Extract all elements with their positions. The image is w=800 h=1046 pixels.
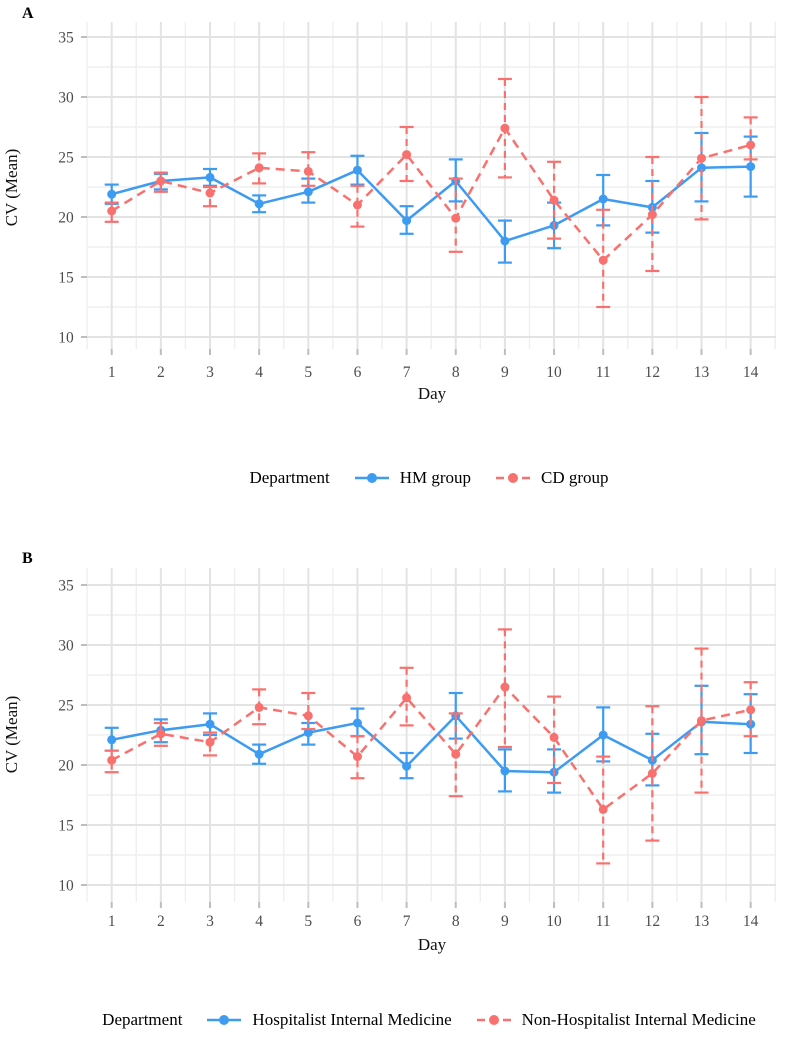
- panel-b-legend: Department Hospitalist Internal Medicine…: [0, 1004, 800, 1036]
- legend-title: Department: [249, 468, 330, 487]
- svg-text:7: 7: [403, 364, 411, 381]
- svg-text:15: 15: [58, 270, 74, 287]
- svg-text:10: 10: [58, 330, 74, 347]
- panel-letter: A: [22, 5, 34, 22]
- svg-text:13: 13: [694, 364, 710, 381]
- svg-text:Day: Day: [418, 384, 447, 403]
- panel-letter: B: [22, 550, 33, 567]
- legend-label: Hospitalist Internal Medicine: [252, 1010, 452, 1029]
- svg-text:25: 25: [58, 150, 74, 167]
- svg-text:CV (Mean): CV (Mean): [2, 149, 21, 227]
- svg-text:1: 1: [108, 364, 116, 381]
- red-dashed-line-dot-icon: [496, 473, 531, 483]
- svg-text:8: 8: [452, 913, 460, 930]
- svg-text:14: 14: [743, 913, 759, 930]
- series-hm-group: [104, 131, 758, 264]
- svg-text:8: 8: [452, 364, 460, 381]
- svg-text:20: 20: [58, 758, 74, 775]
- svg-text:25: 25: [58, 698, 74, 715]
- axis-ticks: [81, 36, 752, 355]
- svg-text:11: 11: [596, 913, 611, 930]
- svg-text:35: 35: [58, 30, 74, 47]
- svg-text:12: 12: [645, 364, 661, 381]
- blue-line-dot-icon: [207, 1015, 242, 1025]
- svg-text:2: 2: [157, 913, 165, 930]
- legend-key-hospitalist: Hospitalist Internal Medicine: [206, 1010, 452, 1030]
- svg-text:15: 15: [58, 818, 74, 835]
- legend-title: Department: [102, 1010, 183, 1029]
- panel-a-legend: Department HM group CD group: [0, 462, 800, 494]
- svg-text:11: 11: [596, 364, 611, 381]
- series-cd-group: [104, 77, 758, 309]
- legend-label: HM group: [399, 468, 472, 487]
- svg-text:4: 4: [255, 913, 263, 930]
- svg-text:13: 13: [694, 913, 710, 930]
- svg-text:2: 2: [157, 364, 165, 381]
- svg-text:5: 5: [304, 364, 312, 381]
- svg-text:CV (Mean): CV (Mean): [2, 696, 21, 774]
- svg-text:35: 35: [58, 578, 74, 595]
- svg-text:5: 5: [304, 913, 312, 930]
- legend-label: CD group: [541, 468, 609, 487]
- red-dashed-line-dot-icon: [476, 1015, 511, 1025]
- svg-text:30: 30: [58, 638, 74, 655]
- gridlines: [86, 568, 776, 902]
- svg-text:12: 12: [645, 913, 661, 930]
- blue-line-dot-icon: [354, 473, 389, 483]
- svg-text:9: 9: [501, 913, 509, 930]
- legend-label: Non-Hospitalist Internal Medicine: [521, 1010, 756, 1029]
- legend-key-non-hospitalist: Non-Hospitalist Internal Medicine: [476, 1010, 756, 1030]
- svg-text:10: 10: [58, 878, 74, 895]
- svg-text:1: 1: [108, 913, 116, 930]
- svg-text:3: 3: [206, 913, 214, 930]
- svg-text:30: 30: [58, 90, 74, 107]
- svg-text:10: 10: [546, 364, 562, 381]
- legend-key-cd-group: CD group: [495, 468, 609, 488]
- axis-ticks: [81, 584, 752, 908]
- svg-text:6: 6: [354, 364, 362, 381]
- svg-text:14: 14: [743, 364, 759, 381]
- svg-text:6: 6: [354, 913, 362, 930]
- svg-text:20: 20: [58, 210, 74, 227]
- svg-text:7: 7: [403, 913, 411, 930]
- svg-text:4: 4: [255, 364, 263, 381]
- svg-text:Day: Day: [418, 935, 447, 954]
- svg-text:3: 3: [206, 364, 214, 381]
- svg-text:10: 10: [546, 913, 562, 930]
- legend-key-hm-group: HM group: [354, 468, 471, 488]
- svg-text:9: 9: [501, 364, 509, 381]
